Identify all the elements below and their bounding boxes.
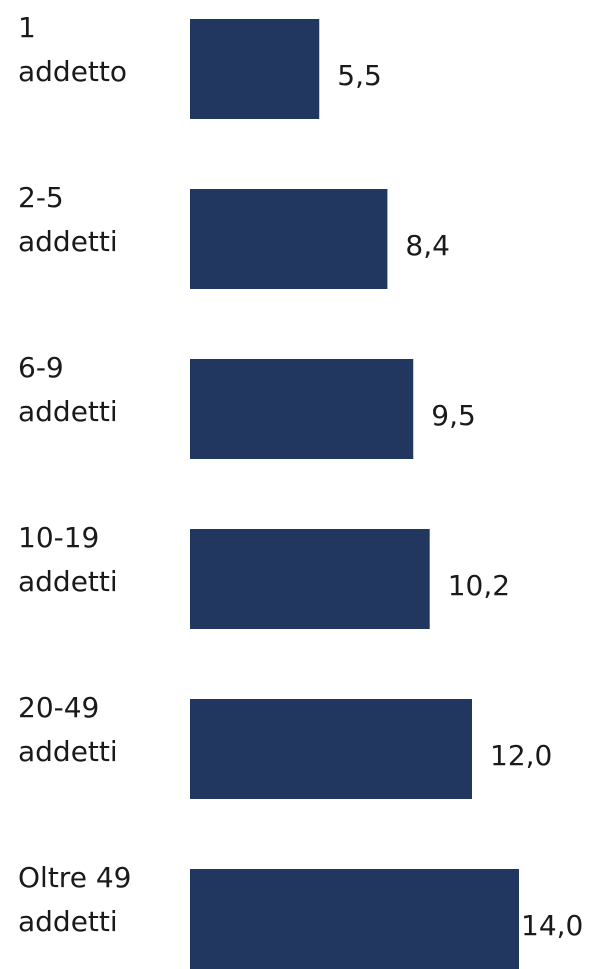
category-label-line: 1 <box>18 11 36 44</box>
category-labels-group: 1 addetto 2-5 addetti 6-9 addetti 10-19 addetti… <box>18 11 131 938</box>
bar-0 <box>190 19 320 119</box>
category-label-line: addetti <box>18 565 118 598</box>
category-label-line: addetto <box>18 55 127 88</box>
bar-4 <box>190 699 472 799</box>
category-label-line: 2-5 <box>18 181 64 214</box>
category-label-line: 20-49 <box>18 691 99 724</box>
value-label-0: 5,5 <box>337 59 382 92</box>
category-label-line: addetti <box>18 225 118 258</box>
category-label-0: 1 addetto <box>18 11 127 88</box>
bar-2 <box>190 359 414 459</box>
category-label-line: addetti <box>18 905 118 938</box>
category-label-2: 6-9 addetti <box>18 351 118 428</box>
value-label-4: 12,0 <box>490 739 552 772</box>
bar-3 <box>190 529 430 629</box>
category-label-5: Oltre 49 addetti <box>18 861 131 938</box>
category-label-3: 10-19 addetti <box>18 521 118 598</box>
category-label-line: 6-9 <box>18 351 64 384</box>
value-label-1: 8,4 <box>405 229 450 262</box>
category-label-line: addetti <box>18 735 118 768</box>
category-label-line: Oltre 49 <box>18 861 131 894</box>
value-labels-group: 5,5 8,4 9,5 10,2 12,0 14,0 <box>337 59 583 942</box>
category-label-4: 20-49 addetti <box>18 691 118 768</box>
bar-5 <box>190 869 519 969</box>
bars-group <box>190 19 519 969</box>
bar-1 <box>190 189 388 289</box>
category-label-1: 2-5 addetti <box>18 181 118 258</box>
value-label-3: 10,2 <box>448 569 510 602</box>
value-label-5: 14,0 <box>521 909 583 942</box>
category-label-line: 10-19 <box>18 521 99 554</box>
value-label-2: 9,5 <box>431 399 476 432</box>
category-label-line: addetti <box>18 395 118 428</box>
